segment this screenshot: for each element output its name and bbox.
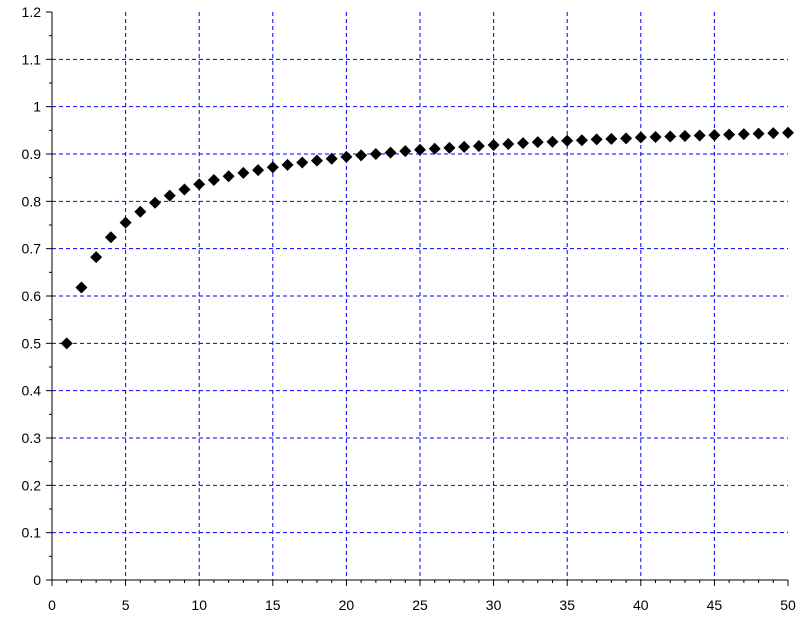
x-axis-ticks: 0 5 10 15 20 25 30 35 40 45 50 bbox=[48, 580, 796, 613]
data-point bbox=[605, 132, 618, 145]
y-tick-label: 0.4 bbox=[22, 383, 42, 399]
data-point bbox=[678, 130, 691, 143]
data-point bbox=[575, 134, 588, 147]
data-point bbox=[723, 128, 736, 141]
data-point bbox=[664, 130, 677, 143]
x-tick-label: 50 bbox=[780, 597, 796, 613]
data-points bbox=[60, 126, 794, 350]
data-point bbox=[487, 139, 500, 152]
y-tick-label: 0.1 bbox=[22, 525, 42, 541]
data-point bbox=[693, 129, 706, 142]
data-point bbox=[782, 126, 794, 139]
y-axis-ticks: 0 0.1 0.2 0.3 0.4 0.5 0.6 0.7 0.8 0.9 1 1.1 1.2 bbox=[22, 4, 52, 588]
data-point bbox=[737, 128, 750, 141]
data-point bbox=[90, 251, 103, 264]
data-point bbox=[355, 149, 368, 162]
data-point bbox=[458, 140, 471, 153]
grid-lines bbox=[52, 12, 788, 580]
data-point bbox=[237, 166, 250, 179]
data-point bbox=[634, 131, 647, 144]
data-point bbox=[752, 127, 765, 140]
y-tick-label: 1.2 bbox=[22, 4, 42, 20]
x-tick-label: 35 bbox=[559, 597, 575, 613]
data-point bbox=[163, 189, 176, 202]
x-tick-label: 10 bbox=[191, 597, 207, 613]
data-point bbox=[620, 132, 633, 145]
data-point bbox=[384, 146, 397, 159]
data-point bbox=[428, 142, 441, 155]
x-tick-label: 30 bbox=[486, 597, 502, 613]
data-point bbox=[502, 138, 515, 151]
data-point bbox=[443, 141, 456, 154]
data-point bbox=[281, 158, 294, 171]
data-point bbox=[517, 137, 530, 150]
data-point bbox=[149, 196, 162, 209]
data-point bbox=[325, 152, 338, 165]
data-point bbox=[178, 183, 191, 196]
data-point bbox=[207, 174, 220, 187]
data-point bbox=[561, 134, 574, 147]
data-point bbox=[472, 139, 485, 152]
data-point bbox=[767, 127, 780, 140]
y-tick-label: 0.8 bbox=[22, 193, 42, 209]
data-point bbox=[252, 164, 265, 177]
data-point bbox=[414, 143, 426, 156]
data-point bbox=[222, 170, 235, 183]
data-point bbox=[546, 135, 559, 148]
data-point bbox=[369, 148, 382, 160]
data-point bbox=[134, 205, 147, 218]
data-point bbox=[310, 154, 323, 167]
data-point bbox=[531, 136, 544, 149]
x-tick-label: 40 bbox=[633, 597, 649, 613]
data-point bbox=[399, 145, 412, 158]
data-point bbox=[590, 133, 603, 146]
data-point bbox=[296, 156, 309, 169]
y-tick-label: 1 bbox=[33, 99, 41, 115]
x-tick-label: 5 bbox=[122, 597, 130, 613]
x-tick-label: 15 bbox=[265, 597, 281, 613]
x-tick-label: 0 bbox=[48, 597, 56, 613]
data-point bbox=[104, 231, 117, 244]
y-tick-label: 0.7 bbox=[22, 241, 42, 257]
y-tick-label: 0.5 bbox=[22, 335, 42, 351]
y-tick-label: 0.3 bbox=[22, 430, 42, 446]
data-point bbox=[708, 129, 721, 142]
y-tick-label: 1.1 bbox=[22, 51, 42, 67]
data-point bbox=[649, 130, 662, 143]
x-tick-label: 45 bbox=[707, 597, 723, 613]
data-point bbox=[193, 178, 206, 191]
data-point bbox=[60, 337, 73, 350]
data-point bbox=[75, 281, 88, 294]
y-tick-label: 0 bbox=[33, 572, 41, 588]
data-point bbox=[266, 161, 279, 174]
data-point bbox=[119, 216, 132, 229]
y-tick-label: 0.6 bbox=[22, 288, 42, 304]
y-tick-label: 0.2 bbox=[22, 477, 42, 493]
x-tick-label: 20 bbox=[339, 597, 355, 613]
data-point bbox=[340, 150, 353, 163]
x-tick-label: 25 bbox=[412, 597, 428, 613]
y-tick-label: 0.9 bbox=[22, 146, 42, 162]
